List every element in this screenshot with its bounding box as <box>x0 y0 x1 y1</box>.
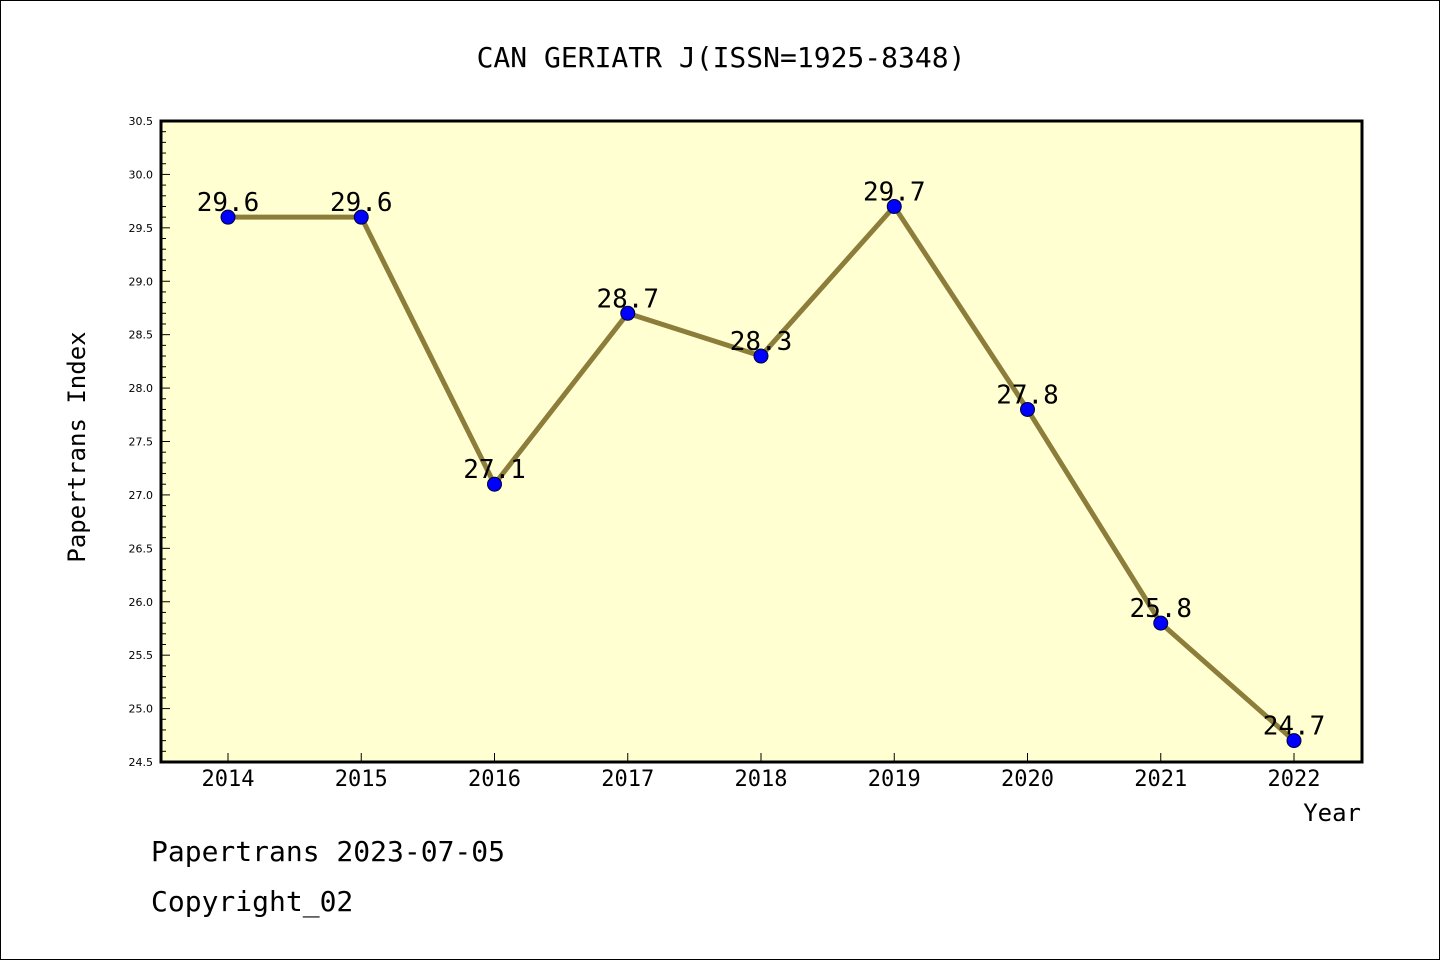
data-point-marker <box>1286 733 1302 749</box>
data-point-label: 25.8 <box>1129 594 1192 624</box>
y-tick-label: 25.5 <box>129 649 154 662</box>
data-point-label: 27.1 <box>463 455 526 485</box>
data-point-label: 29.6 <box>197 188 260 218</box>
data-point-marker <box>1153 615 1169 631</box>
x-tick-label: 2014 <box>202 767 255 792</box>
data-point-label: 24.7 <box>1263 712 1326 742</box>
y-axis: 24.5 25.0 25.5 26.0 26.5 27.0 27.5 28.0 28.5 29.0… <box>129 115 170 769</box>
series-markers <box>220 198 1302 749</box>
y-tick-label: 24.5 <box>129 756 154 769</box>
y-tick-label: 27.0 <box>129 489 154 502</box>
x-tick-label: 2015 <box>335 767 388 792</box>
footer-date-text: Papertrans 2023-07-05 <box>151 835 506 868</box>
data-point-marker <box>1020 401 1035 417</box>
data-labels: 29.6 29.6 27.1 28.7 28.3 29.7 27.8 25.8 24.7 <box>197 177 1326 741</box>
data-point-label: 28.3 <box>730 327 793 357</box>
x-tick-label: 2020 <box>1001 767 1054 792</box>
data-point-label: 28.7 <box>596 284 659 314</box>
data-point-marker <box>220 209 236 225</box>
x-tick-label: 2017 <box>601 767 654 792</box>
y-axis-label: Papertrans Index <box>63 331 91 562</box>
x-tick-label: 2019 <box>868 767 921 792</box>
y-tick-label: 28.0 <box>129 382 154 395</box>
data-point-marker <box>753 348 769 364</box>
y-tick-label: 30.5 <box>129 115 154 128</box>
y-tick-label: 26.5 <box>129 542 154 555</box>
y-tick-label: 25.0 <box>129 703 154 716</box>
x-tick-label: 2022 <box>1268 767 1321 792</box>
chart-title: CAN GERIATR J(ISSN=1925-8348) <box>477 41 966 74</box>
y-tick-label: 26.0 <box>129 596 154 609</box>
data-point-marker <box>487 476 502 492</box>
y-tick-label: 28.5 <box>129 329 154 342</box>
data-point-label: 29.6 <box>330 188 393 218</box>
y-tick-label: 30.0 <box>129 168 154 181</box>
data-point-marker <box>620 305 636 321</box>
plot-area <box>159 119 1364 764</box>
x-axis-label: Year <box>1303 799 1361 827</box>
data-point-marker <box>353 209 369 225</box>
y-tick-label: 29.0 <box>129 275 154 288</box>
x-tick-label: 2018 <box>735 767 788 792</box>
footer-copyright-text: Copyright_02 <box>151 885 354 918</box>
x-axis: 2014 2015 2016 2017 2018 2019 2020 2021 2022 <box>202 753 1321 792</box>
data-point-label: 27.8 <box>996 380 1059 410</box>
y-tick-label: 29.5 <box>129 222 154 235</box>
y-tick-label: 27.5 <box>129 436 154 449</box>
x-tick-label: 2021 <box>1134 767 1187 792</box>
data-point-label: 29.7 <box>863 177 926 207</box>
data-point-marker <box>886 198 902 214</box>
x-tick-label: 2016 <box>468 767 521 792</box>
